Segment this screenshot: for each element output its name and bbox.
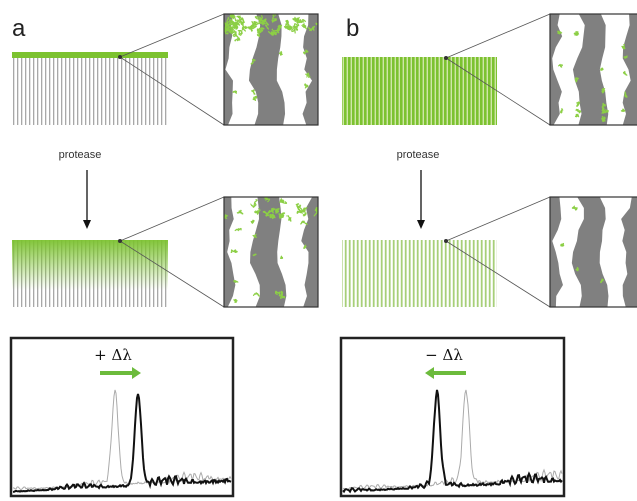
peptide	[238, 31, 242, 36]
peptide	[576, 114, 579, 116]
shift-label: − Δλ	[425, 346, 463, 364]
peptide	[561, 244, 564, 247]
zoom-point	[444, 239, 448, 243]
zoom-line	[120, 14, 224, 57]
peptide	[231, 250, 237, 252]
peptide	[624, 72, 627, 76]
arrow-head	[417, 220, 425, 229]
pore-wall	[550, 14, 562, 125]
peptide	[251, 220, 254, 223]
peptide	[280, 199, 287, 203]
peptide	[280, 256, 282, 258]
pore-inset	[550, 14, 637, 125]
peptide	[279, 51, 282, 55]
peptide	[301, 221, 308, 224]
peptide	[304, 246, 306, 248]
peptide	[251, 200, 257, 208]
grating	[12, 56, 168, 125]
pore-wall	[550, 197, 563, 307]
peptide	[574, 32, 577, 34]
peptide	[576, 109, 581, 113]
peptide	[559, 65, 563, 68]
peptide	[621, 109, 625, 111]
peptide	[302, 24, 307, 29]
grating	[342, 240, 497, 307]
shift-label: + Δλ	[94, 346, 132, 364]
peptide	[233, 281, 237, 283]
peptide	[252, 90, 256, 94]
peptide	[242, 25, 247, 31]
pore-wall	[303, 14, 322, 125]
peptide	[558, 31, 562, 34]
grating-coating	[12, 240, 168, 290]
zoom-point	[444, 56, 448, 60]
figure: a protease + Δλ b protease − Δλ	[0, 0, 637, 501]
step-label: protease	[59, 149, 102, 161]
peptide	[254, 292, 260, 296]
peptide	[234, 299, 237, 302]
pore	[572, 197, 609, 307]
pore-wall	[301, 197, 322, 307]
peptide	[287, 216, 291, 221]
panel-label: b	[346, 15, 359, 42]
pore-inset	[221, 195, 322, 307]
peptide	[576, 267, 578, 270]
panel-label: a	[12, 15, 26, 42]
pore-wall	[224, 197, 235, 307]
zoom-line	[446, 197, 550, 241]
peptide	[577, 102, 580, 106]
peptide	[279, 216, 281, 218]
peptide	[235, 38, 240, 41]
grating-coating	[12, 52, 168, 58]
peptide	[303, 213, 306, 216]
zoom-point	[118, 239, 122, 243]
grating	[342, 57, 497, 125]
zoom-point	[118, 55, 122, 59]
pore-inset	[550, 197, 637, 307]
peptide	[305, 84, 308, 88]
peptide	[233, 91, 236, 93]
pore	[249, 14, 285, 125]
peptide	[572, 206, 577, 210]
arrow-head	[83, 220, 91, 229]
step-label: protease	[397, 149, 440, 161]
peptide	[561, 109, 563, 113]
pore-inset	[224, 13, 322, 125]
zoom-line	[120, 197, 224, 241]
peptide	[237, 210, 242, 214]
zoom-line	[446, 14, 550, 58]
peptide	[286, 20, 289, 27]
peptide	[235, 228, 241, 230]
peptide	[601, 68, 603, 70]
peptide	[253, 96, 256, 100]
peptide	[622, 45, 625, 49]
pore-wall	[621, 197, 637, 307]
pore-wall	[623, 14, 637, 125]
